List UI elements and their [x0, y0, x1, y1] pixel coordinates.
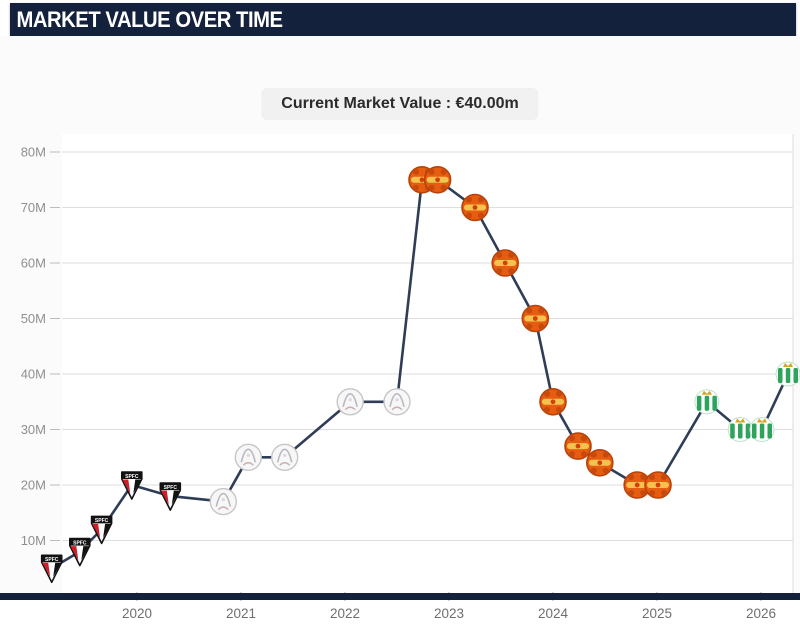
svg-text:SPFC: SPFC	[45, 557, 59, 563]
y-tick-label: 80M	[21, 145, 46, 160]
y-tick-label: 40M	[21, 367, 46, 382]
man-united-crest-icon[interactable]	[585, 448, 614, 477]
real-betis-crest-icon[interactable]	[727, 417, 753, 442]
x-tick-label: 2026	[746, 606, 776, 621]
man-united-crest-icon[interactable]	[539, 387, 567, 416]
man-united-crest-icon[interactable]	[461, 193, 489, 222]
man-united-crest-icon[interactable]	[521, 304, 550, 333]
x-tick-label: 2023	[434, 606, 464, 621]
svg-text:SPFC: SPFC	[125, 474, 139, 480]
market-value-chart: 10M 20M 30M 40M 50M 60M 70M 80M 2020 2021 2022 2023…	[21, 134, 800, 621]
y-tick-label: 10M	[21, 533, 46, 548]
ajax-crest-icon[interactable]	[234, 443, 263, 471]
x-tick-label: 2020	[122, 606, 152, 621]
header-bar: MARKET VALUE OVER TIME	[10, 3, 796, 36]
real-betis-crest-icon[interactable]	[694, 389, 720, 415]
real-betis-crest-icon[interactable]	[775, 361, 800, 387]
sao-paulo-crest-icon[interactable]: SPFC	[69, 537, 91, 567]
chart-panel: Current Market Value : €40.00m 10M 20M 30M…	[0, 36, 800, 621]
x-tick-label: 2025	[642, 606, 672, 621]
svg-text:SPFC: SPFC	[95, 518, 109, 524]
sao-paulo-crest-icon[interactable]: SPFC	[121, 471, 143, 500]
svg-text:SPFC: SPFC	[164, 485, 178, 491]
svg-text:SPFC: SPFC	[73, 540, 87, 546]
plot-area	[62, 134, 793, 596]
sao-paulo-crest-icon[interactable]: SPFC	[40, 554, 63, 584]
y-tick-label: 30M	[21, 422, 46, 437]
man-united-crest-icon[interactable]	[491, 249, 520, 277]
page-title: MARKET VALUE OVER TIME	[16, 6, 283, 32]
sao-paulo-crest-icon[interactable]: SPFC	[159, 482, 182, 511]
y-tick-label: 50M	[21, 311, 46, 326]
y-tick-label: 60M	[21, 256, 46, 271]
real-betis-crest-icon[interactable]	[749, 417, 775, 442]
ajax-crest-icon[interactable]	[383, 388, 411, 416]
x-tick-label: 2024	[538, 606, 569, 621]
y-tick-label: 70M	[21, 200, 46, 215]
ajax-crest-icon[interactable]	[336, 388, 364, 416]
man-united-crest-icon[interactable]	[644, 471, 672, 499]
ajax-crest-icon[interactable]	[209, 487, 238, 516]
current-market-value-badge: Current Market Value : €40.00m	[261, 88, 539, 120]
x-tick-label: 2022	[330, 606, 360, 621]
man-united-crest-icon[interactable]	[423, 166, 452, 194]
ajax-crest-icon[interactable]	[271, 443, 299, 471]
y-tick-label: 20M	[21, 478, 46, 493]
man-united-crest-icon[interactable]	[564, 432, 592, 460]
x-tick-label: 2021	[226, 606, 256, 621]
bottom-border	[0, 593, 800, 600]
sao-paulo-crest-icon[interactable]: SPFC	[90, 515, 113, 545]
current-market-value-text: Current Market Value : €40.00m	[281, 95, 519, 112]
